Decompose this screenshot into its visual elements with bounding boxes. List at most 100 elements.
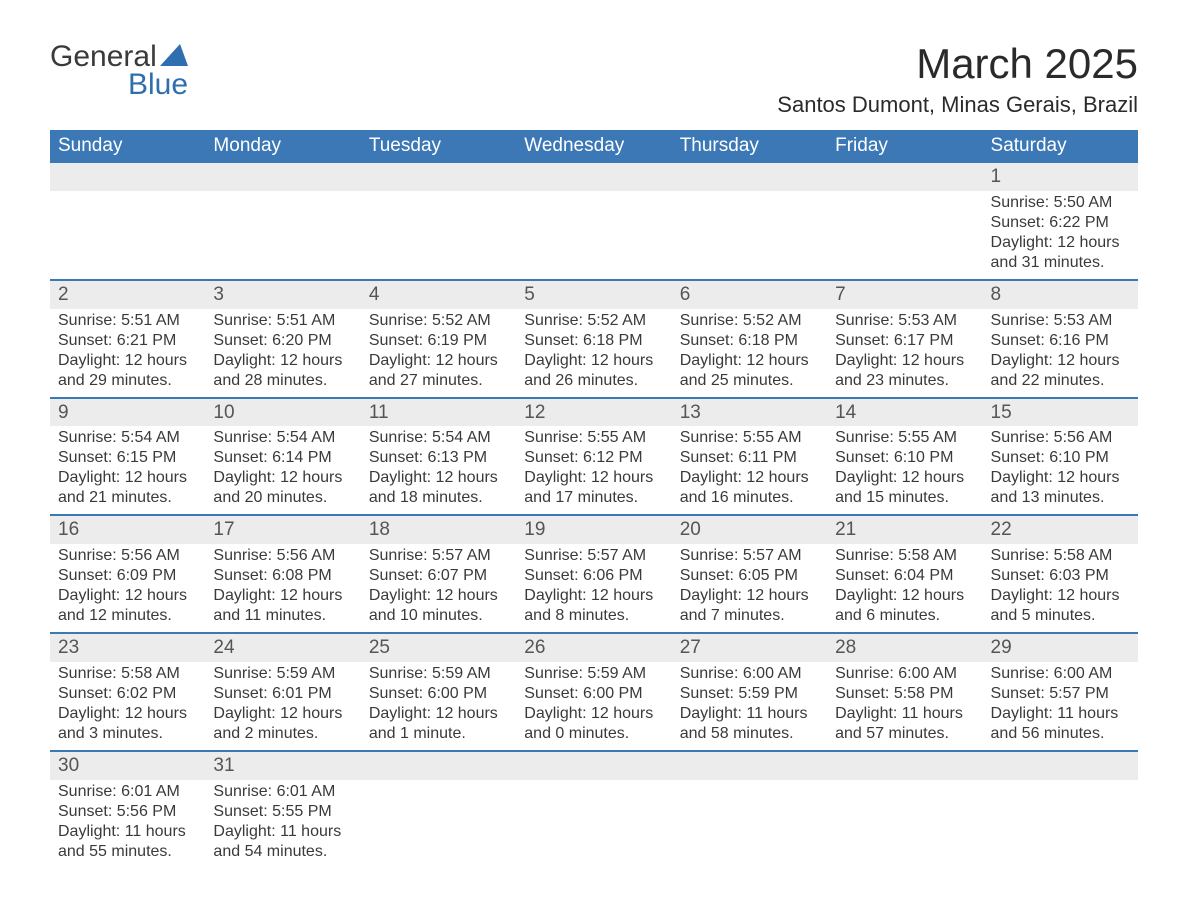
sunset-text: Sunset: 6:11 PM [680, 448, 819, 468]
sunset-text: Sunset: 6:18 PM [524, 331, 663, 351]
day-number-cell [361, 163, 516, 191]
daylight-text-2: and 18 minutes. [369, 488, 508, 508]
sunrise-text: Sunrise: 5:56 AM [213, 546, 352, 566]
daylight-text-1: Daylight: 12 hours [369, 468, 508, 488]
sunrise-text: Sunrise: 5:50 AM [991, 193, 1130, 213]
day-info-cell: Sunrise: 6:01 AMSunset: 5:56 PMDaylight:… [50, 780, 205, 868]
day-number-cell: 10 [205, 398, 360, 427]
daylight-text-2: and 56 minutes. [991, 724, 1130, 744]
day-info-cell: Sunrise: 5:58 AMSunset: 6:02 PMDaylight:… [50, 662, 205, 751]
day-info-cell [361, 780, 516, 868]
day-number-cell [672, 751, 827, 780]
day-info-cell: Sunrise: 5:55 AMSunset: 6:11 PMDaylight:… [672, 426, 827, 515]
sunrise-text: Sunrise: 5:54 AM [369, 428, 508, 448]
daylight-text-1: Daylight: 12 hours [369, 351, 508, 371]
day-info-cell: Sunrise: 5:58 AMSunset: 6:04 PMDaylight:… [827, 544, 982, 633]
sunset-text: Sunset: 6:21 PM [58, 331, 197, 351]
sunrise-text: Sunrise: 5:57 AM [524, 546, 663, 566]
day-number-cell: 7 [827, 280, 982, 309]
sunset-text: Sunset: 6:07 PM [369, 566, 508, 586]
sunset-text: Sunset: 5:55 PM [213, 802, 352, 822]
day-number-cell: 13 [672, 398, 827, 427]
daylight-text-2: and 31 minutes. [991, 253, 1130, 273]
day-info-cell [983, 780, 1138, 868]
day-number-cell: 30 [50, 751, 205, 780]
day-number-cell: 14 [827, 398, 982, 427]
calendar-body: 1Sunrise: 5:50 AMSunset: 6:22 PMDaylight… [50, 163, 1138, 868]
daylight-text-2: and 25 minutes. [680, 371, 819, 391]
sunset-text: Sunset: 6:01 PM [213, 684, 352, 704]
day-info-cell: Sunrise: 5:58 AMSunset: 6:03 PMDaylight:… [983, 544, 1138, 633]
daylight-text-1: Daylight: 11 hours [680, 704, 819, 724]
daylight-text-1: Daylight: 12 hours [991, 586, 1130, 606]
daylight-text-2: and 6 minutes. [835, 606, 974, 626]
day-number-cell: 12 [516, 398, 671, 427]
daylight-text-2: and 7 minutes. [680, 606, 819, 626]
day-number-cell: 4 [361, 280, 516, 309]
sunrise-text: Sunrise: 5:51 AM [58, 311, 197, 331]
sunset-text: Sunset: 6:12 PM [524, 448, 663, 468]
week-info-row: Sunrise: 5:56 AMSunset: 6:09 PMDaylight:… [50, 544, 1138, 633]
daylight-text-2: and 21 minutes. [58, 488, 197, 508]
sunset-text: Sunset: 6:20 PM [213, 331, 352, 351]
sunrise-text: Sunrise: 5:54 AM [213, 428, 352, 448]
day-info-cell: Sunrise: 5:53 AMSunset: 6:16 PMDaylight:… [983, 309, 1138, 398]
day-info-cell [516, 191, 671, 280]
page-header: General Blue March 2025 Santos Dumont, M… [50, 40, 1138, 118]
daylight-text-2: and 58 minutes. [680, 724, 819, 744]
day-info-cell: Sunrise: 5:54 AMSunset: 6:14 PMDaylight:… [205, 426, 360, 515]
daylight-text-2: and 54 minutes. [213, 842, 352, 862]
day-number-cell: 5 [516, 280, 671, 309]
daylight-text-2: and 1 minute. [369, 724, 508, 744]
sunset-text: Sunset: 5:57 PM [991, 684, 1130, 704]
day-number-cell [50, 163, 205, 191]
day-info-cell: Sunrise: 5:54 AMSunset: 6:15 PMDaylight:… [50, 426, 205, 515]
sunrise-text: Sunrise: 5:59 AM [213, 664, 352, 684]
col-saturday: Saturday [983, 130, 1138, 163]
day-number-cell: 24 [205, 633, 360, 662]
sunrise-text: Sunrise: 5:58 AM [835, 546, 974, 566]
col-wednesday: Wednesday [516, 130, 671, 163]
week-info-row: Sunrise: 6:01 AMSunset: 5:56 PMDaylight:… [50, 780, 1138, 868]
day-number-cell [983, 751, 1138, 780]
day-info-cell: Sunrise: 5:52 AMSunset: 6:18 PMDaylight:… [672, 309, 827, 398]
daylight-text-1: Daylight: 12 hours [524, 468, 663, 488]
sunrise-text: Sunrise: 5:59 AM [524, 664, 663, 684]
daylight-text-1: Daylight: 12 hours [991, 351, 1130, 371]
logo-text-2: Blue [128, 68, 188, 102]
day-info-cell [827, 780, 982, 868]
daylight-text-2: and 57 minutes. [835, 724, 974, 744]
calendar-header-row: Sunday Monday Tuesday Wednesday Thursday… [50, 130, 1138, 163]
sunrise-text: Sunrise: 5:54 AM [58, 428, 197, 448]
day-info-cell: Sunrise: 5:59 AMSunset: 6:01 PMDaylight:… [205, 662, 360, 751]
week-info-row: Sunrise: 5:51 AMSunset: 6:21 PM Daylight:… [50, 309, 1138, 398]
week-daynum-row: 23242526272829 [50, 633, 1138, 662]
sunset-text: Sunset: 6:22 PM [991, 213, 1130, 233]
calendar-table: Sunday Monday Tuesday Wednesday Thursday… [50, 130, 1138, 868]
day-number-cell: 25 [361, 633, 516, 662]
daylight-text-1: Daylight: 12 hours [213, 468, 352, 488]
day-info-cell: Sunrise: 5:55 AMSunset: 6:10 PMDaylight:… [827, 426, 982, 515]
daylight-text-2: and 8 minutes. [524, 606, 663, 626]
day-number-cell: 27 [672, 633, 827, 662]
daylight-text-1: Daylight: 11 hours [991, 704, 1130, 724]
sunset-text: Sunset: 5:58 PM [835, 684, 974, 704]
day-number-cell: 29 [983, 633, 1138, 662]
sunset-text: Sunset: 6:16 PM [991, 331, 1130, 351]
daylight-text-1: Daylight: 12 hours [991, 468, 1130, 488]
daylight-text-1: Daylight: 12 hours [369, 586, 508, 606]
day-number-cell [516, 163, 671, 191]
daylight-text-2: and 0 minutes. [524, 724, 663, 744]
col-friday: Friday [827, 130, 982, 163]
daylight-text-1: Daylight: 12 hours [213, 704, 352, 724]
day-number-cell: 23 [50, 633, 205, 662]
daylight-text-2: and 13 minutes. [991, 488, 1130, 508]
day-number-cell: 9 [50, 398, 205, 427]
daylight-text-2: and 10 minutes. [369, 606, 508, 626]
daylight-text-1: Daylight: 12 hours [835, 351, 974, 371]
daylight-text-2: and 17 minutes. [524, 488, 663, 508]
week-info-row: Sunrise: 5:50 AMSunset: 6:22 PMDaylight:… [50, 191, 1138, 280]
daylight-text-1: Daylight: 12 hours [680, 586, 819, 606]
week-daynum-row: 2345678 [50, 280, 1138, 309]
day-info-cell: Sunrise: 5:57 AMSunset: 6:06 PMDaylight:… [516, 544, 671, 633]
